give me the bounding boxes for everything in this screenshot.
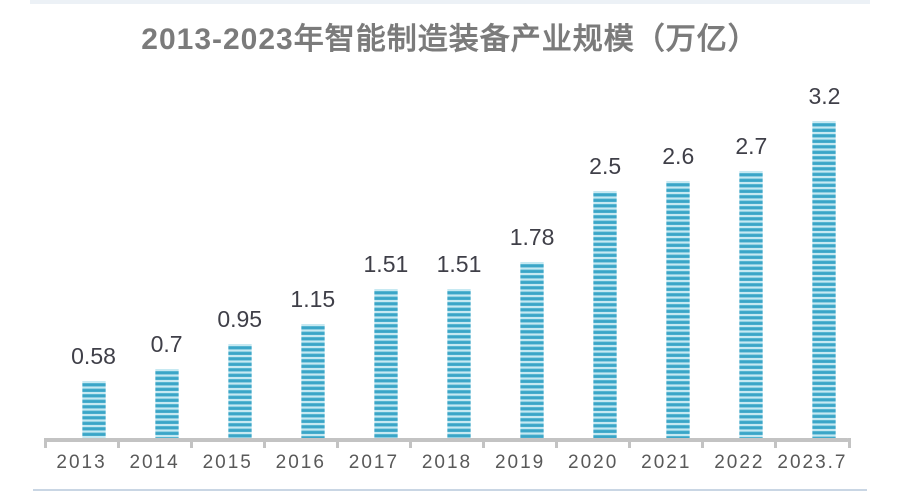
x-axis-label: 2020 xyxy=(568,452,619,473)
axis-tick xyxy=(701,438,705,448)
bar-column: 0.7 xyxy=(127,330,207,438)
x-axis-label: 2015 xyxy=(202,452,253,473)
chart-title: 2013-2023年智能制造装备产业规模（万亿） xyxy=(141,23,759,56)
bar-column: 0.58 xyxy=(54,342,134,438)
bar xyxy=(812,121,837,438)
bar-column: 1.15 xyxy=(273,288,353,438)
axis-tick xyxy=(774,438,778,448)
axis-tick xyxy=(408,438,412,448)
axis-tick xyxy=(847,438,851,448)
x-axis-line xyxy=(45,438,849,442)
x-axis-label: 2019 xyxy=(494,452,546,473)
bar-column: 2.6 xyxy=(638,142,718,438)
x-axis-label: 2013 xyxy=(56,452,107,473)
bar xyxy=(373,288,398,438)
x-axis-label: 2023.7 xyxy=(777,452,848,473)
bar-value-label: 2.7 xyxy=(735,132,768,159)
axis-tick xyxy=(43,438,47,448)
bar-column: 1.78 xyxy=(492,223,572,438)
axis-tick xyxy=(555,438,559,448)
bar-column: 2.7 xyxy=(711,132,791,438)
axis-tick xyxy=(262,438,266,448)
x-axis-label: 2022 xyxy=(714,452,765,473)
bar-value-label: 1.51 xyxy=(436,250,482,277)
bar xyxy=(593,190,618,438)
bar-column: 3.2 xyxy=(784,85,864,438)
bar-value-label: 1.78 xyxy=(509,223,555,250)
bar-value-label: 2.5 xyxy=(589,152,622,179)
bar xyxy=(81,380,106,438)
axis-tick xyxy=(116,438,120,448)
bottom-divider xyxy=(33,489,867,491)
axis-tick xyxy=(335,438,339,448)
bar-value-label: 2.6 xyxy=(662,142,695,169)
bar-value-label: 0.95 xyxy=(217,305,263,332)
bar-column: 0.95 xyxy=(200,305,280,438)
x-axis-label: 2021 xyxy=(641,452,692,473)
bar-column: 1.51 xyxy=(419,250,499,438)
bar xyxy=(520,261,545,438)
bar-value-label: 3.2 xyxy=(808,83,841,110)
axis-tick xyxy=(189,438,193,448)
bar-column: 2.5 xyxy=(565,152,645,438)
bar-column: 1.51 xyxy=(346,250,426,438)
x-axis-label: 2018 xyxy=(421,452,473,473)
x-axis-label: 2017 xyxy=(348,452,400,473)
bar-value-label: 1.15 xyxy=(290,286,336,313)
axis-tick xyxy=(482,438,486,448)
top-divider xyxy=(30,0,870,4)
axis-tick xyxy=(628,438,632,448)
bar xyxy=(447,288,471,438)
bar xyxy=(666,180,691,438)
bar-value-label: 1.51 xyxy=(363,250,409,277)
bar xyxy=(154,368,179,438)
x-axis-label: 2016 xyxy=(275,452,326,473)
bar-value-label: 0.7 xyxy=(150,330,183,357)
x-axis-label: 2014 xyxy=(129,452,180,473)
bar-value-label: 0.58 xyxy=(71,342,116,369)
bar xyxy=(300,324,325,438)
bar xyxy=(227,343,252,438)
bar xyxy=(739,170,764,438)
